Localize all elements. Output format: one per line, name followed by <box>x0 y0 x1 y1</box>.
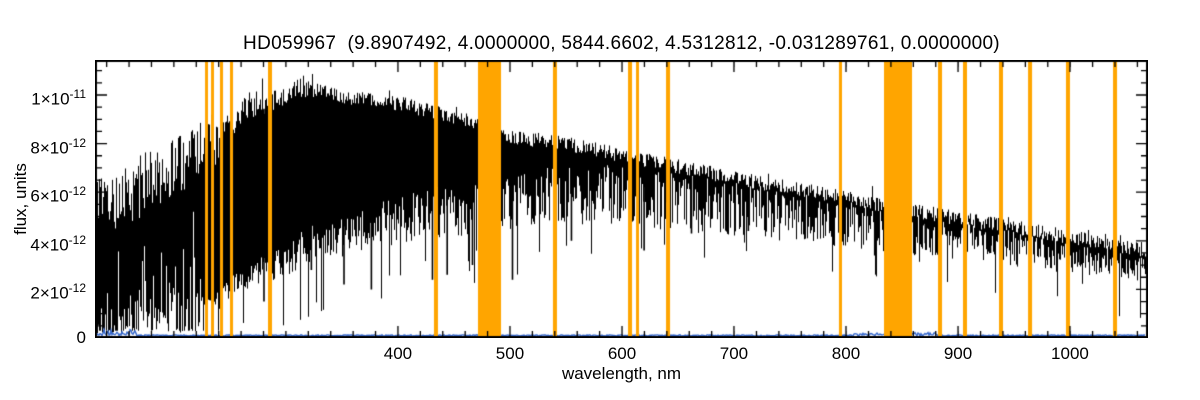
x-tick-label: 900 <box>943 344 973 363</box>
y-tick-label: 2×10-12 <box>30 281 86 304</box>
chart-title: HD059967 (9.8907492, 4.0000000, 5844.660… <box>243 33 1000 54</box>
x-tick-label: 500 <box>495 344 525 363</box>
y-axis-title: flux, units <box>11 163 30 235</box>
y-tick-label: 4×10-12 <box>30 232 86 255</box>
y-tick-label: 0 <box>76 328 86 347</box>
y-tick-label: 6×10-12 <box>30 184 86 206</box>
spectrum-canvas <box>95 60 1148 338</box>
x-tick-label: 1000 <box>1051 344 1089 363</box>
y-tick-label: 1×10-11 <box>31 87 86 109</box>
x-axis-title: wavelength, nm <box>561 364 682 383</box>
x-tick-label: 600 <box>607 344 637 363</box>
x-tick-label: 800 <box>831 344 861 363</box>
x-tick-label: 700 <box>719 344 749 363</box>
x-tick-label: 400 <box>383 344 413 363</box>
y-tick-label: 8×10-12 <box>30 135 86 158</box>
